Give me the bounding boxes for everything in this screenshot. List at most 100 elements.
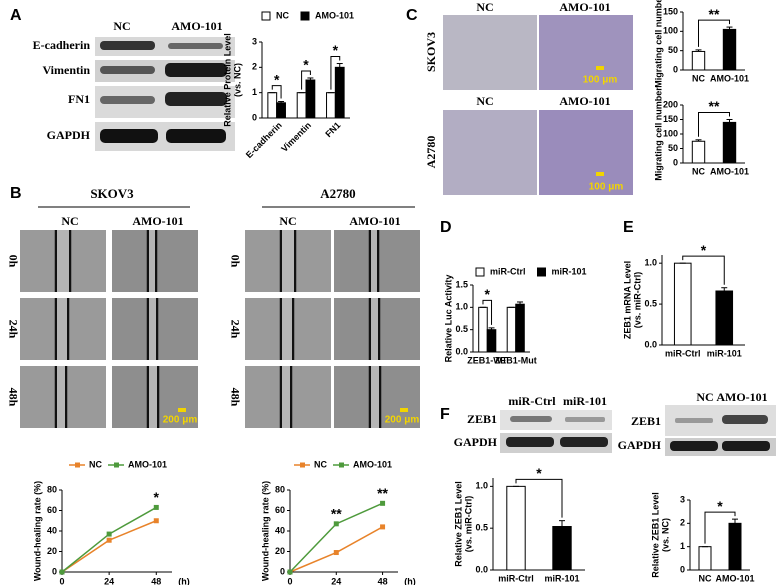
cell-label: A2780 (424, 136, 438, 169)
micrograph (443, 110, 537, 195)
point (333, 521, 339, 527)
x-tick-label: ZEB1-WT (467, 355, 507, 365)
y-axis-label: Relative Luc Activity (443, 275, 453, 363)
bar (691, 50, 706, 71)
bar (305, 79, 316, 119)
y-tick-label: 0 (280, 566, 285, 576)
significance: * (485, 286, 491, 302)
cell-label: A2780 (320, 186, 355, 201)
point (287, 569, 293, 575)
y-axis-label: Migrating cell number (653, 87, 663, 181)
band (560, 437, 608, 447)
row-label: ZEB1 (631, 414, 661, 428)
x-tick-label: ZEB1-Mut (495, 355, 537, 365)
bar (506, 306, 517, 353)
x-tick-label: Vimentin (279, 120, 313, 154)
lane-label: NC (696, 390, 713, 404)
bar (276, 102, 286, 119)
y-tick-label: 100 (663, 26, 678, 36)
y-axis-label: (vs. miR-Ctrl) (463, 496, 473, 553)
lane-label: AMO-101 (559, 94, 610, 108)
x-tick-label: miR-101 (544, 573, 579, 583)
y-tick-label: 0 (673, 157, 678, 167)
lane-label: NC (279, 214, 296, 228)
bar (506, 485, 526, 571)
significance: * (536, 465, 542, 481)
legend-label: AMO-101 (128, 459, 167, 469)
wound (282, 366, 290, 428)
significance-bracket (682, 255, 725, 285)
y-tick-label: 2 (252, 62, 257, 72)
y-tick-label: 2 (680, 518, 685, 528)
legend-label: NC (314, 459, 327, 469)
legend-swatch (537, 267, 546, 277)
scale-label: 100 μm (583, 75, 618, 86)
significance: ** (709, 98, 720, 114)
significance: * (717, 498, 723, 514)
band (510, 416, 552, 422)
band (565, 417, 605, 422)
y-tick-label: 0 (680, 564, 685, 574)
micrograph (443, 15, 537, 90)
point (380, 500, 386, 506)
panel-letter: D (440, 219, 452, 236)
legend-swatch (261, 11, 271, 21)
y-tick-label: 50 (668, 45, 678, 55)
bar (486, 329, 497, 353)
scale-label: 200 μm (385, 415, 420, 426)
y-tick-label: 3 (252, 36, 257, 46)
significance-bracket (515, 478, 563, 518)
x-tick-label: FN1 (323, 120, 342, 139)
y-tick-label: 50 (668, 143, 678, 153)
x-tick-label: NC (692, 166, 705, 176)
y-axis-label: Relative Protein Level (222, 33, 232, 127)
y-tick-label: 1.0 (455, 302, 468, 312)
bar (478, 306, 488, 353)
point (106, 537, 112, 543)
bar (334, 66, 345, 119)
panel-letter: F (440, 406, 450, 423)
significance: * (303, 57, 309, 73)
wound (149, 366, 157, 428)
wound (371, 230, 377, 292)
point (380, 524, 386, 530)
y-tick-label: 1 (680, 541, 685, 551)
x-tick-label: 24 (331, 576, 341, 585)
bar (691, 140, 706, 164)
y-axis-label: ZEB1 mRNA Level (622, 261, 632, 339)
significance: * (701, 242, 707, 258)
significance-bracket (301, 70, 311, 90)
y-axis-label: Wound-healing rate (%) (260, 481, 270, 581)
band (100, 66, 155, 74)
y-axis-label: Migrating cell number (653, 0, 663, 88)
lane-label: AMO-101 (349, 214, 400, 228)
x-axis-label: (h) (404, 576, 416, 585)
y-tick-label: 20 (47, 546, 57, 556)
x-tick-label: AMO-101 (710, 73, 749, 83)
time-label: 0h (6, 255, 20, 268)
lane-label: NC (476, 94, 493, 108)
panel-labels: A B C D E F (10, 7, 634, 423)
y-tick-label: 0.5 (644, 298, 657, 308)
legend-label: NC (276, 10, 289, 20)
x-axis-label: (h) (178, 576, 190, 585)
band (506, 437, 554, 447)
y-tick-label: 1.5 (455, 279, 468, 289)
bar (673, 262, 692, 346)
bar (715, 290, 734, 346)
significance-bracket (704, 511, 736, 544)
significance-bracket (330, 56, 341, 90)
significance: ** (377, 485, 388, 501)
wound (282, 298, 292, 360)
wound (149, 298, 156, 360)
scale-bar (596, 66, 604, 70)
row-label: Vimentin (42, 63, 90, 77)
scale-bar (178, 408, 186, 412)
point (106, 531, 112, 537)
significance: ** (709, 6, 720, 22)
lane-label: AMO-101 (132, 214, 183, 228)
y-tick-label: 0 (252, 112, 257, 122)
x-tick-label: miR-101 (707, 348, 742, 358)
x-tick-label: AMO-101 (710, 166, 749, 176)
x-tick-label: miR-Ctrl (498, 573, 534, 583)
